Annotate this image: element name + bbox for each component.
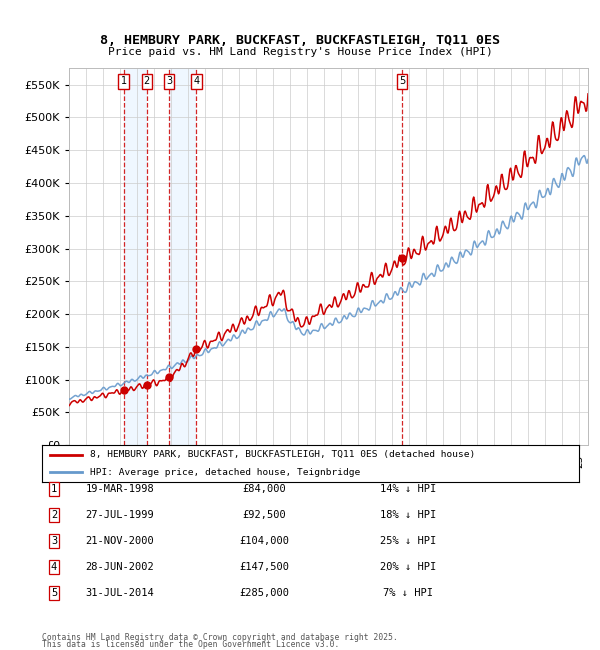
Text: This data is licensed under the Open Government Licence v3.0.: This data is licensed under the Open Gov… [42,640,340,649]
Text: 7% ↓ HPI: 7% ↓ HPI [383,588,433,598]
Text: 19-MAR-1998: 19-MAR-1998 [86,484,154,494]
Text: 2: 2 [51,510,57,520]
Text: 21-NOV-2000: 21-NOV-2000 [86,536,154,546]
Text: 3: 3 [166,77,172,86]
Text: 27-JUL-1999: 27-JUL-1999 [86,510,154,520]
Text: £147,500: £147,500 [239,562,289,572]
Text: £84,000: £84,000 [242,484,286,494]
Text: 14% ↓ HPI: 14% ↓ HPI [380,484,436,494]
Bar [124,68,147,445]
Bar [169,68,196,445]
Text: Contains HM Land Registry data © Crown copyright and database right 2025.: Contains HM Land Registry data © Crown c… [42,632,398,642]
Text: 4: 4 [193,77,200,86]
Text: £104,000: £104,000 [239,536,289,546]
Text: 28-JUN-2002: 28-JUN-2002 [86,562,154,572]
Text: £285,000: £285,000 [239,588,289,598]
Text: Price paid vs. HM Land Registry's House Price Index (HPI): Price paid vs. HM Land Registry's House … [107,47,493,57]
Text: 3: 3 [51,536,57,546]
Text: 8, HEMBURY PARK, BUCKFAST, BUCKFASTLEIGH, TQ11 0ES: 8, HEMBURY PARK, BUCKFAST, BUCKFASTLEIGH… [100,34,500,47]
Text: 18% ↓ HPI: 18% ↓ HPI [380,510,436,520]
Text: 31-JUL-2014: 31-JUL-2014 [86,588,154,598]
Text: 5: 5 [51,588,57,598]
Text: 25% ↓ HPI: 25% ↓ HPI [380,536,436,546]
Text: 2: 2 [143,77,150,86]
Text: 4: 4 [51,562,57,572]
Text: HPI: Average price, detached house, Teignbridge: HPI: Average price, detached house, Teig… [91,467,361,476]
Text: 1: 1 [121,77,127,86]
Text: 8, HEMBURY PARK, BUCKFAST, BUCKFASTLEIGH, TQ11 0ES (detached house): 8, HEMBURY PARK, BUCKFAST, BUCKFASTLEIGH… [91,450,476,460]
Text: 20% ↓ HPI: 20% ↓ HPI [380,562,436,572]
Text: £92,500: £92,500 [242,510,286,520]
Text: 1: 1 [51,484,57,494]
Text: 5: 5 [399,77,406,86]
